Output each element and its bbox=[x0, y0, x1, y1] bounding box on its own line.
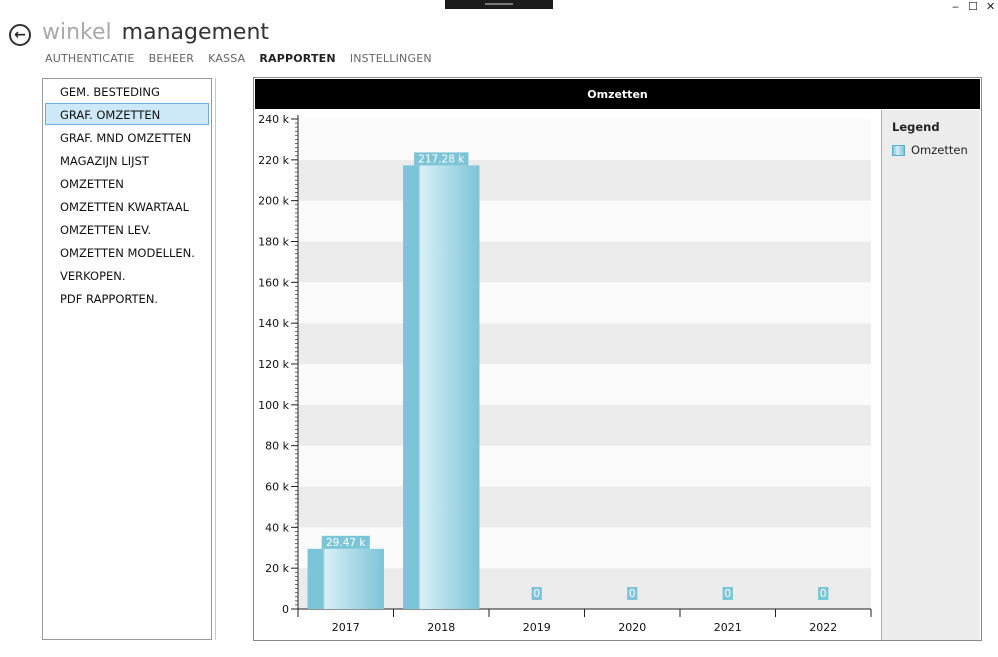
chart-title: Omzetten bbox=[255, 79, 980, 109]
legend-swatch bbox=[892, 144, 905, 156]
data-label-bg bbox=[627, 587, 638, 600]
back-button[interactable]: ← bbox=[9, 24, 31, 46]
nav-beheer[interactable]: BEHEER bbox=[148, 52, 195, 65]
y-tick-label: 0 bbox=[282, 603, 289, 616]
sidebar-splitter[interactable] bbox=[215, 78, 216, 640]
sidebar-item[interactable]: MAGAZIJN LIJST bbox=[60, 154, 149, 168]
data-label: 0 bbox=[820, 588, 827, 600]
titlebar-grip[interactable] bbox=[445, 0, 553, 9]
grid-band bbox=[298, 241, 871, 283]
y-tick-label: 160 k bbox=[258, 276, 289, 289]
data-label-bg bbox=[531, 587, 542, 600]
y-tick-label: 80 k bbox=[265, 440, 289, 453]
legend-label: Omzetten bbox=[911, 143, 968, 157]
sidebar-item[interactable]: VERKOPEN. bbox=[60, 269, 126, 283]
y-tick-label: 220 k bbox=[258, 154, 289, 167]
data-label: 217.28 k bbox=[418, 153, 465, 165]
data-label: 0 bbox=[533, 588, 540, 600]
bar bbox=[403, 165, 480, 609]
nav-authenticatie[interactable]: AUTHENTICATIE bbox=[45, 52, 135, 65]
grid-band bbox=[298, 486, 871, 528]
x-tick-label: 2017 bbox=[332, 621, 360, 634]
close-button[interactable]: ✕ bbox=[986, 0, 996, 13]
app-title-light: winkel bbox=[42, 20, 112, 45]
data-label-bg bbox=[818, 587, 829, 600]
y-tick-label: 40 k bbox=[265, 521, 289, 534]
grid-band bbox=[298, 527, 871, 569]
maximize-button[interactable]: ☐ bbox=[968, 0, 978, 13]
sidebar-item[interactable]: PDF RAPPORTEN. bbox=[60, 292, 159, 306]
back-arrow-icon: ← bbox=[14, 27, 26, 43]
chart-panel: Omzetten 0 20 k 40 k 60 k 80 k 100 k 120 k 140 … bbox=[253, 77, 982, 641]
grid-band bbox=[298, 364, 871, 405]
legend-entry: Omzetten bbox=[892, 143, 968, 157]
x-tick-label: 2022 bbox=[809, 621, 837, 634]
top-navigation: AUTHENTICATIE BEHEER KASSA RAPPORTEN INSTELL… bbox=[45, 52, 432, 65]
grid-band bbox=[298, 200, 871, 242]
grid-band bbox=[298, 404, 871, 446]
grid-band bbox=[298, 323, 871, 364]
nav-instellingen[interactable]: INSTELLINGEN bbox=[349, 52, 432, 65]
y-tick-label: 180 k bbox=[258, 236, 289, 249]
minimize-button[interactable]: ‒ bbox=[952, 0, 959, 13]
grid-band bbox=[298, 159, 871, 201]
sidebar-item[interactable]: GEM. BESTEDING bbox=[60, 85, 160, 99]
sidebar-item[interactable]: OMZETTEN KWARTAAL bbox=[60, 200, 189, 214]
sidebar-item[interactable]: OMZETTEN MODELLEN. bbox=[60, 246, 195, 260]
x-tick-label: 2018 bbox=[427, 621, 455, 634]
x-tick-label: 2021 bbox=[714, 621, 742, 634]
grid-band bbox=[298, 568, 871, 609]
data-label: 29.47 k bbox=[326, 537, 366, 549]
data-label-bg bbox=[722, 587, 733, 600]
x-tick-label: 2020 bbox=[618, 621, 646, 634]
y-tick-label: 200 k bbox=[258, 195, 289, 208]
report-list: GEM. BESTEDING GRAF. OMZETTEN GRAF. MND OM… bbox=[42, 78, 212, 640]
legend: Legend Omzetten bbox=[881, 110, 980, 640]
nav-rapporten[interactable]: RAPPORTEN bbox=[259, 52, 336, 65]
x-tick-label: 2019 bbox=[523, 621, 551, 634]
app-title: winkel management bbox=[42, 20, 269, 45]
data-label-bg bbox=[414, 152, 469, 166]
y-tick-label: 20 k bbox=[265, 562, 289, 575]
bar bbox=[307, 548, 384, 609]
grid-band bbox=[298, 445, 871, 487]
y-tick-label: 240 k bbox=[258, 113, 289, 126]
sidebar-item[interactable]: GRAF. MND OMZETTEN bbox=[60, 131, 192, 145]
grid-band bbox=[298, 282, 871, 324]
data-label: 0 bbox=[724, 588, 731, 600]
legend-title: Legend bbox=[892, 120, 940, 134]
sidebar-item[interactable]: OMZETTEN LEV. bbox=[60, 223, 152, 237]
bar-chart: 0 20 k 40 k 60 k 80 k 100 k 120 k 140 k 160 k 180… bbox=[258, 113, 872, 634]
sidebar-item[interactable]: GRAF. OMZETTEN bbox=[45, 103, 209, 125]
y-tick-label: 120 k bbox=[258, 358, 289, 371]
plot-area: 0 20 k 40 k 60 k 80 k 100 k 120 k 140 k 160 k 180… bbox=[254, 110, 881, 640]
sidebar-item[interactable]: OMZETTEN bbox=[60, 177, 124, 191]
data-label: 0 bbox=[629, 588, 636, 600]
grid-band bbox=[298, 119, 871, 160]
app-title-dark: management bbox=[121, 20, 270, 45]
y-tick-label: 60 k bbox=[265, 481, 289, 494]
nav-kassa[interactable]: KASSA bbox=[208, 52, 246, 65]
y-tick-label: 100 k bbox=[258, 399, 289, 412]
y-tick-label: 140 k bbox=[258, 317, 289, 330]
data-label-bg bbox=[321, 535, 370, 549]
